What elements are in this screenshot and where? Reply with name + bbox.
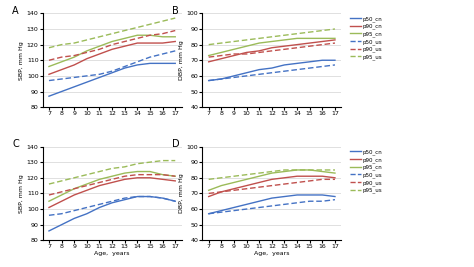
Text: B: B: [172, 6, 179, 16]
Y-axis label: DBP, mm Hg: DBP, mm Hg: [179, 174, 184, 213]
Legend: p50_cn, p90_cn, p95_cn, p50_us, p90_us, p95_us: p50_cn, p90_cn, p95_cn, p50_us, p90_us, …: [350, 149, 383, 193]
Y-axis label: SBP, mm Hg: SBP, mm Hg: [19, 174, 24, 213]
X-axis label: Age,  years: Age, years: [94, 251, 130, 256]
Y-axis label: DBP, mm Hg: DBP, mm Hg: [179, 40, 184, 80]
X-axis label: Age,  years: Age, years: [254, 251, 290, 256]
Text: D: D: [172, 139, 180, 149]
Text: C: C: [12, 139, 19, 149]
Y-axis label: SBP, mm Hg: SBP, mm Hg: [19, 41, 24, 80]
Text: A: A: [12, 6, 19, 16]
Legend: p50_cn, p90_cn, p95_cn, p50_us, p90_us, p95_us: p50_cn, p90_cn, p95_cn, p50_us, p90_us, …: [350, 16, 383, 60]
